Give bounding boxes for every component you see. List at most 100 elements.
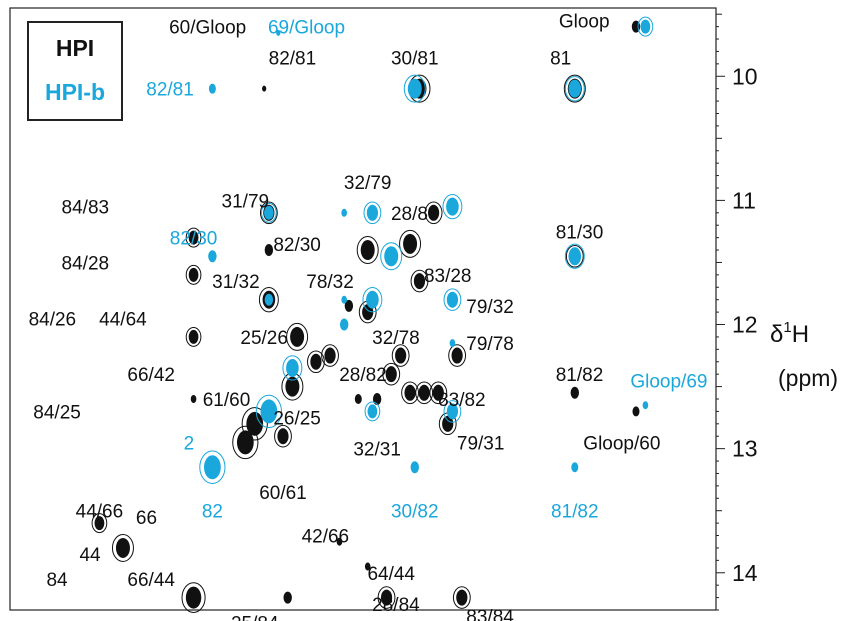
peak-annotation: 84/83 <box>62 198 110 219</box>
peak-core <box>190 394 197 403</box>
peak-contour <box>415 381 434 405</box>
peak <box>264 244 274 257</box>
peak <box>111 533 134 562</box>
y-tick-label: 11 <box>732 187 756 213</box>
peak-annotation: 30/82 <box>391 502 439 523</box>
peak-contour <box>410 269 429 293</box>
peak-core <box>94 516 105 531</box>
peak <box>190 394 197 403</box>
peak <box>564 76 585 102</box>
peak <box>344 299 354 312</box>
peak-contour <box>199 450 226 484</box>
peak <box>185 227 202 248</box>
peak-annotation: 32/78 <box>372 328 420 349</box>
peak-annotation: 83/84 <box>466 607 514 621</box>
peak-core <box>364 562 371 571</box>
peak <box>339 318 349 331</box>
y-axis-label-delta: δ1H <box>770 319 809 348</box>
peak <box>632 406 640 417</box>
peak-core <box>449 339 456 348</box>
peak <box>380 242 403 271</box>
peak-annotation: 84/28 <box>62 253 110 274</box>
peak-core <box>432 384 444 401</box>
peak-contour <box>637 16 654 37</box>
peak <box>415 381 434 405</box>
peak-annotation: 28/83 <box>391 204 439 225</box>
peak <box>391 344 410 367</box>
peak-annotation: 83/82 <box>438 390 486 411</box>
peak-core <box>341 295 347 304</box>
peak-core <box>395 347 407 364</box>
peak-contour <box>241 407 268 441</box>
peak-core <box>568 247 582 266</box>
annotations-layer: 60/Gloop 69/Gloop Gloop 82/81 82/81 30/81 81 84… <box>29 11 708 621</box>
peak-annotation: 81 <box>550 49 571 70</box>
peak-annotation: 32/79 <box>344 173 392 194</box>
peak <box>283 591 292 604</box>
peak-contour <box>261 202 277 223</box>
peak <box>363 201 382 225</box>
peak-annotation: 42/66 <box>302 527 350 548</box>
peak-annotation: 2 <box>184 433 195 454</box>
peak-annotation: 66/42 <box>127 365 175 386</box>
peaks-layer <box>91 16 654 613</box>
peak-annotation: 69/Gloop <box>268 18 345 39</box>
peak-core <box>571 462 579 473</box>
peak-core <box>632 406 640 417</box>
peak-annotation: 81/82 <box>556 365 604 386</box>
y-tick-label: 14 <box>732 560 758 586</box>
peak-core <box>285 376 300 397</box>
legend-entry-hpi: HPI <box>56 35 94 61</box>
peak-core <box>451 347 463 364</box>
peak-annotation: 25/84 <box>231 613 279 621</box>
peak-core <box>428 204 440 221</box>
peak-contour <box>443 400 462 423</box>
peak-contour <box>363 201 382 225</box>
peak <box>232 425 259 460</box>
y-axis: 10 11 12 13 14 <box>716 13 758 611</box>
peak-annotation: Gloop/60 <box>583 433 660 454</box>
peak-annotation: 82/81 <box>269 49 317 70</box>
peak <box>262 85 267 92</box>
peak-contour <box>282 355 303 381</box>
peak <box>208 250 217 263</box>
peak <box>564 243 585 269</box>
nucleus-h: H <box>792 321 809 348</box>
peak-core <box>366 204 379 221</box>
peak <box>637 16 654 37</box>
peak-core <box>208 83 216 94</box>
peak-core <box>568 79 582 98</box>
peak-core <box>384 246 399 267</box>
peak-contour <box>258 287 279 313</box>
peak <box>261 202 277 223</box>
peak-contour <box>232 425 259 460</box>
peak-core <box>188 230 199 245</box>
peak-annotation: 28/84 <box>372 595 420 616</box>
peak <box>307 350 325 374</box>
y-tick-label: 13 <box>732 436 758 462</box>
peak-core <box>185 586 202 609</box>
peak-core <box>188 329 199 344</box>
peak <box>199 450 226 484</box>
peak-core <box>380 589 393 606</box>
peak-annotation: 84/26 <box>29 309 77 330</box>
peak <box>354 393 362 404</box>
peak <box>255 394 282 429</box>
peak <box>274 424 292 448</box>
peak-core <box>336 537 343 546</box>
peak-annotation: 28/82 <box>339 365 387 386</box>
peak <box>181 582 206 613</box>
peak-annotation: 66/44 <box>127 570 175 591</box>
legend-entry-hpi-b: HPI-b <box>45 79 105 105</box>
peak-contour <box>259 201 278 225</box>
peak-annotation: 79/31 <box>457 433 505 454</box>
peak-annotation: 61/60 <box>203 390 251 411</box>
peak-contour <box>91 513 108 534</box>
peak <box>362 287 383 313</box>
peak-contour <box>565 244 584 268</box>
peak-core <box>208 250 217 263</box>
peak <box>364 401 381 422</box>
peak-core <box>341 208 347 217</box>
peak <box>410 269 429 293</box>
